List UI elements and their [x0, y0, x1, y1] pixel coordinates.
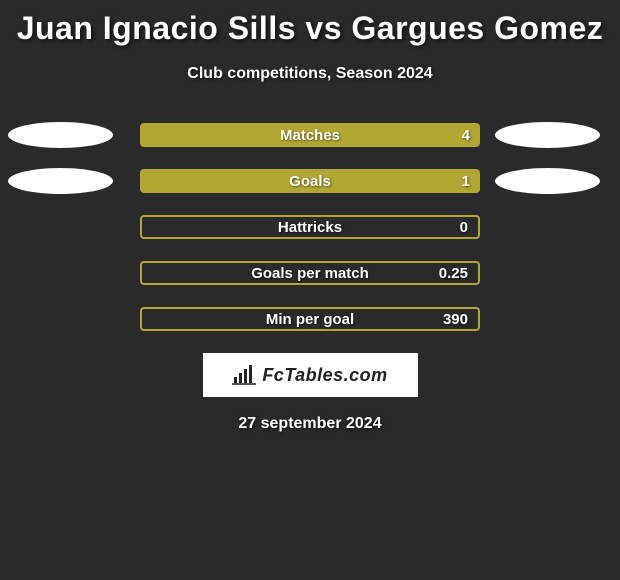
stat-bar: Goals1 [140, 169, 480, 193]
logo-box[interactable]: FcTables.com [203, 353, 418, 397]
stat-value: 0 [460, 219, 468, 236]
stat-value: 0.25 [439, 265, 468, 282]
stat-bar: Matches4 [140, 123, 480, 147]
stat-label: Min per goal [142, 311, 478, 328]
player-left-marker [8, 122, 113, 148]
logo-text: FcTables.com [262, 365, 387, 386]
date-label: 27 september 2024 [0, 415, 620, 433]
stat-row: Hattricks0 [0, 215, 620, 239]
stat-row: Matches4 [0, 123, 620, 147]
stat-bar: Goals per match0.25 [140, 261, 480, 285]
stat-bar: Min per goal390 [140, 307, 480, 331]
stat-value: 4 [462, 127, 470, 144]
subtitle: Club competitions, Season 2024 [0, 65, 620, 83]
stat-value: 390 [443, 311, 468, 328]
bar-chart-icon [232, 365, 256, 385]
stat-label: Goals [140, 173, 480, 190]
stats-area: Matches4Goals1Hattricks0Goals per match0… [0, 123, 620, 331]
stat-bar: Hattricks0 [140, 215, 480, 239]
stat-row: Goals1 [0, 169, 620, 193]
player-right-marker [495, 122, 600, 148]
page-title: Juan Ignacio Sills vs Gargues Gomez [0, 0, 620, 47]
stat-row: Goals per match0.25 [0, 261, 620, 285]
stat-label: Matches [140, 127, 480, 144]
stat-label: Goals per match [142, 265, 478, 282]
player-left-marker [8, 168, 113, 194]
player-right-marker [495, 168, 600, 194]
stat-value: 1 [462, 173, 470, 190]
stat-row: Min per goal390 [0, 307, 620, 331]
stat-label: Hattricks [142, 219, 478, 236]
